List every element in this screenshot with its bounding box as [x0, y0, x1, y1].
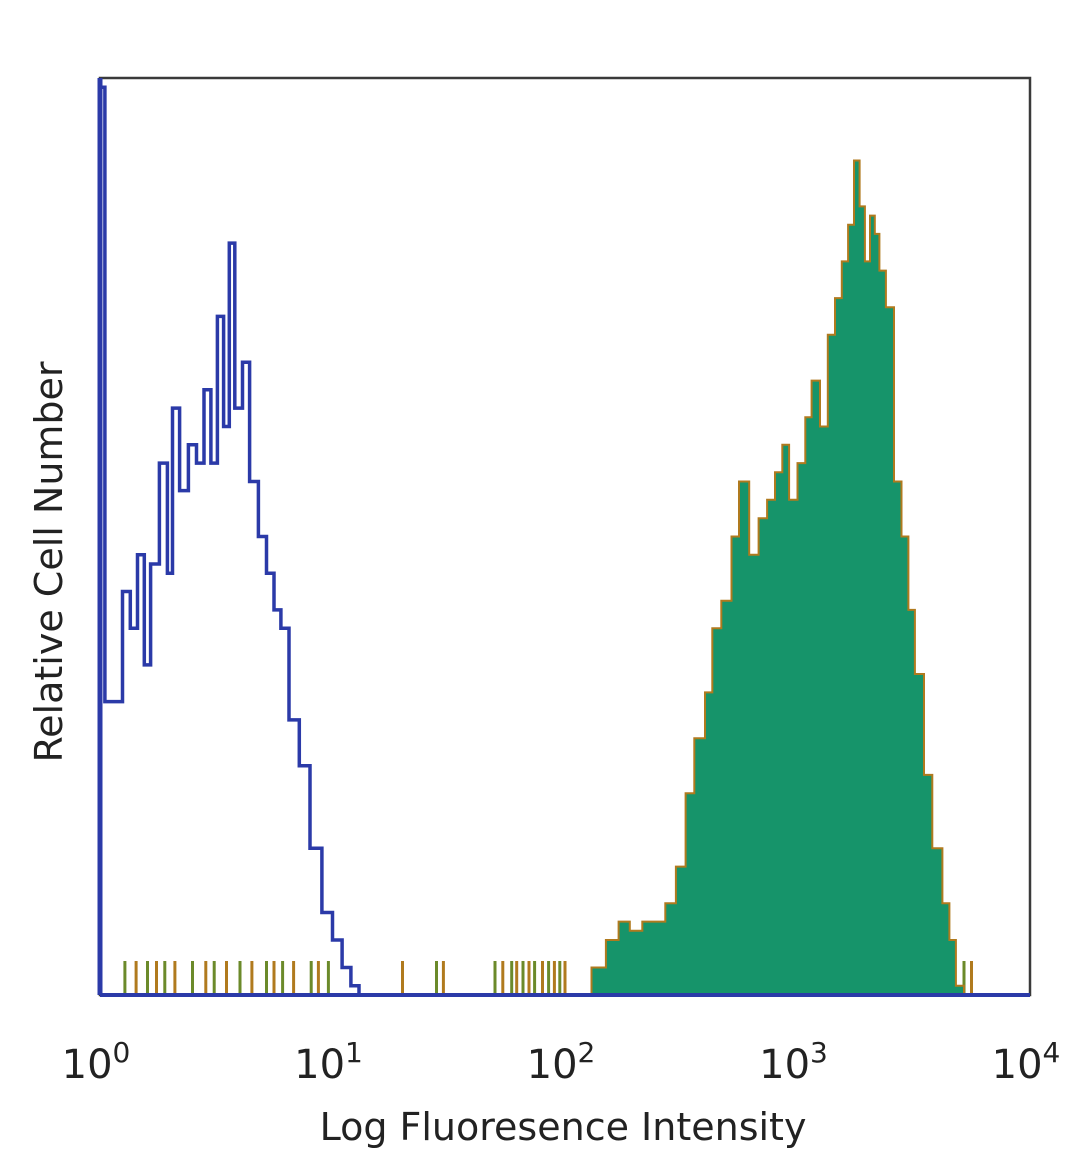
x-tick-exponent: 4: [1043, 1036, 1061, 1069]
x-tick-exponent: 2: [578, 1036, 596, 1069]
x-tick-labels: 100 101 102 103 104: [62, 1036, 1061, 1088]
outline-histogram-series: [100, 85, 361, 995]
x-tick-label: 102: [527, 1036, 596, 1088]
x-tick-exponent: 0: [113, 1036, 131, 1069]
x-tick-exponent: 3: [810, 1036, 828, 1069]
x-tick-base: 10: [527, 1042, 578, 1088]
x-tick-base: 10: [294, 1042, 345, 1088]
y-axis-title: Relative Cell Number: [27, 361, 71, 762]
x-tick-exponent: 1: [345, 1036, 363, 1069]
x-tick-base: 10: [992, 1042, 1043, 1088]
x-tick-label: 100: [62, 1036, 131, 1088]
x-axis-title: Log Fluoresence Intensity: [320, 1105, 807, 1149]
filled-histogram-edge: [583, 159, 965, 996]
x-tick-label: 104: [992, 1036, 1061, 1088]
x-tick-base: 10: [759, 1042, 810, 1088]
x-tick-label: 103: [759, 1036, 828, 1088]
x-tick-label: 101: [294, 1036, 363, 1088]
baseline-event-ticks: [98, 961, 973, 995]
x-tick-base: 10: [62, 1042, 113, 1088]
filled-histogram-series: [583, 160, 964, 995]
